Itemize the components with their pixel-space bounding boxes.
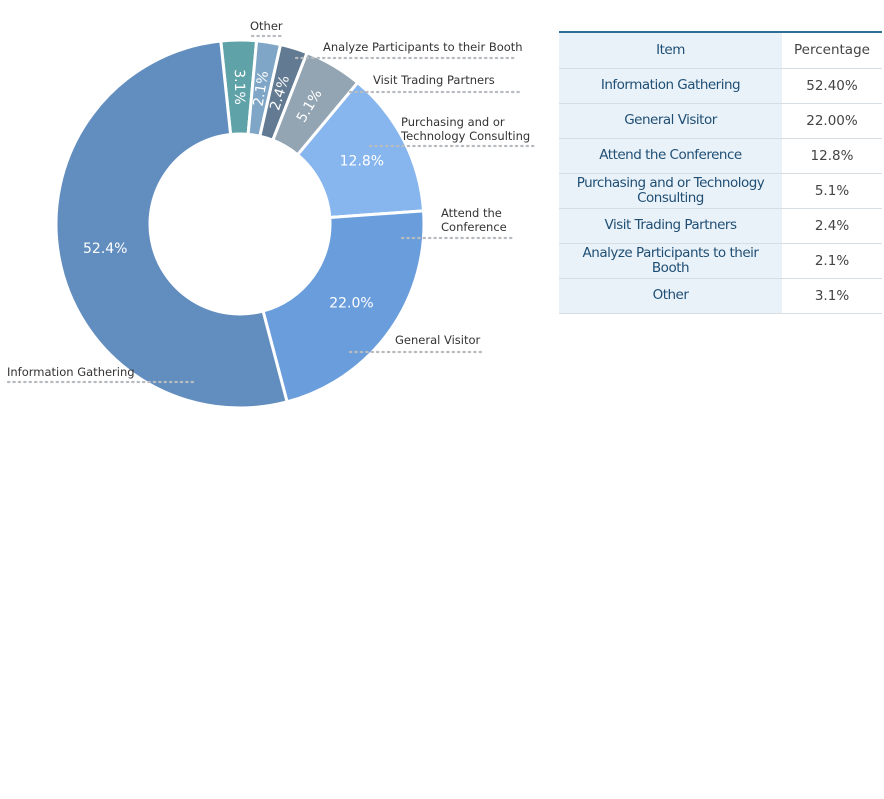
leader-label-purchasing-line1: Purchasing and or	[401, 115, 505, 129]
row-percentage: 2.1%	[782, 243, 882, 279]
slice-information-gathering	[54, 39, 289, 410]
leader-label-visit: Visit Trading Partners	[373, 73, 495, 87]
row-percentage: 52.40%	[782, 68, 882, 104]
slice-value-label-other: 3.1%	[231, 69, 247, 105]
slice-value-label-analyze-participants-to-their-booth: 2.1%	[251, 70, 272, 108]
leader-label-attend-line1: Attend the	[441, 206, 502, 220]
row-item: Purchasing and or Technology Consulting	[559, 173, 782, 209]
row-item: Information Gathering	[559, 68, 782, 104]
row-item: Analyze Participants to their Booth	[559, 243, 782, 279]
slice-general-visitor	[261, 209, 426, 404]
slice-value-label-general-visitor: 22.0%	[329, 296, 373, 312]
row-percentage: 12.8%	[782, 138, 882, 174]
leader-label-info: Information Gathering	[7, 365, 135, 379]
table-row: Attend the Conference 12.8%	[559, 138, 882, 174]
row-percentage: 22.00%	[782, 103, 882, 139]
row-item: Attend the Conference	[559, 138, 782, 174]
leader-label-other: Other	[250, 19, 283, 33]
leader-lines	[6, 34, 538, 384]
donut-chart: 3.1% 2.1%2.4% 5.1%12.8%22.0%52.4% Other An…	[6, 19, 538, 410]
table-row: Analyze Participants to their Booth 2.1%	[559, 243, 882, 279]
leader-label-general: General Visitor	[395, 333, 481, 347]
row-item: Other	[559, 278, 782, 314]
table-row: Information Gathering 52.40%	[559, 68, 882, 104]
leader-label-analyze: Analyze Participants to their Booth	[323, 40, 523, 54]
percentage-table: Item Percentage Information Gathering 52…	[559, 31, 882, 314]
leader-label-purchasing-line2: Technology Consulting	[400, 129, 530, 143]
row-item: Visit Trading Partners	[559, 208, 782, 244]
table-header-row: Item Percentage	[559, 32, 882, 69]
header-percentage: Percentage	[782, 32, 882, 69]
table-row: Purchasing and or Technology Consulting …	[559, 173, 882, 209]
row-percentage: 5.1%	[782, 173, 882, 209]
slice-value-label-attend-the-conference: 12.8%	[340, 153, 384, 169]
donut-slices	[54, 38, 426, 410]
table-row: Visit Trading Partners 2.4%	[559, 208, 882, 244]
slice-value-label-information-gathering: 52.4%	[83, 241, 127, 257]
leader-label-attend-line2: Conference	[441, 220, 507, 234]
table-row: General Visitor 22.00%	[559, 103, 882, 139]
row-item: General Visitor	[559, 103, 782, 139]
row-percentage: 2.4%	[782, 208, 882, 244]
row-percentage: 3.1%	[782, 278, 882, 314]
table-row: Other 3.1%	[559, 278, 882, 314]
header-item: Item	[559, 32, 782, 69]
